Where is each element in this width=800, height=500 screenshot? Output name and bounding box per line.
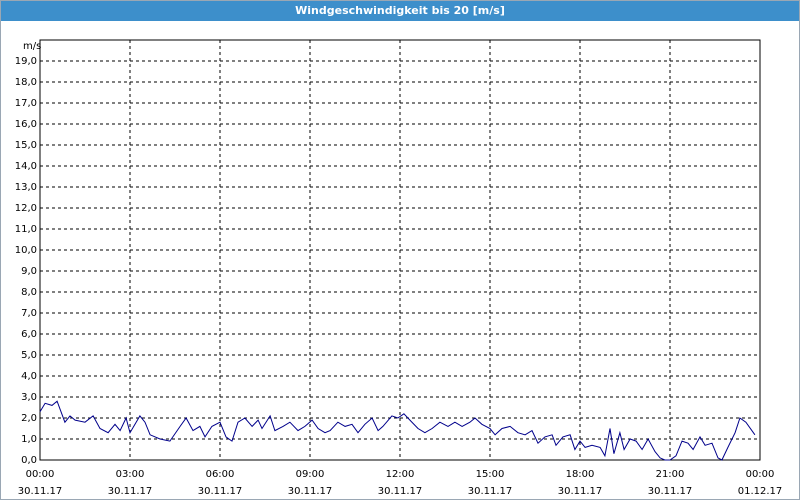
y-tick-label: 14,0 xyxy=(15,161,37,172)
y-tick-label: 3,0 xyxy=(21,392,37,403)
x-tick-label: 03:00 xyxy=(116,469,145,480)
y-tick-label: 16,0 xyxy=(15,119,37,130)
x-tick-date: 30.11.17 xyxy=(558,486,603,497)
y-tick-label: 19,0 xyxy=(15,56,37,67)
x-tick-date: 30.11.17 xyxy=(108,486,153,497)
y-tick-label: 12,0 xyxy=(15,203,37,214)
y-tick-label: 7,0 xyxy=(21,308,37,319)
x-tick-label: 21:00 xyxy=(656,469,685,480)
x-tick-label: 15:00 xyxy=(476,469,505,480)
x-tick-date: 30.11.17 xyxy=(18,486,63,497)
x-tick-label: 00:00 xyxy=(26,469,55,480)
y-tick-label: 6,0 xyxy=(21,329,37,340)
x-tick-date: 30.11.17 xyxy=(648,486,693,497)
y-tick-label: 17,0 xyxy=(15,98,37,109)
y-tick-label: 18,0 xyxy=(15,77,37,88)
x-tick-date: 30.11.17 xyxy=(198,486,243,497)
x-tick-label: 12:00 xyxy=(386,469,415,480)
plot-frame xyxy=(39,39,761,461)
x-tick-label: 00:00 xyxy=(746,469,775,480)
x-tick-label: 18:00 xyxy=(566,469,595,480)
x-tick-date: 30.11.17 xyxy=(288,486,333,497)
x-tick-date: 01.12.17 xyxy=(738,486,783,497)
title-bar: Windgeschwindigkeit bis 20 [m/s] xyxy=(1,1,799,21)
y-tick-label: 5,0 xyxy=(21,350,37,361)
y-tick-label: 10,0 xyxy=(15,245,37,256)
y-tick-label: 8,0 xyxy=(21,287,37,298)
x-tick-label: 06:00 xyxy=(206,469,235,480)
data-line xyxy=(39,400,756,461)
x-tick-date: 30.11.17 xyxy=(378,486,423,497)
y-tick-label: 11,0 xyxy=(15,224,37,235)
y-tick-label: 1,0 xyxy=(21,434,37,445)
x-tick-date: 30.11.17 xyxy=(468,486,513,497)
y-tick-label: 2,0 xyxy=(21,413,37,424)
y-tick-label: 4,0 xyxy=(21,371,37,382)
y-axis-label: m/s xyxy=(23,41,41,52)
x-tick-label: 09:00 xyxy=(296,469,325,480)
y-tick-label: 15,0 xyxy=(15,140,37,151)
y-tick-label: 9,0 xyxy=(21,266,37,277)
y-tick-label: 13,0 xyxy=(15,182,37,193)
y-tick-label: 0,0 xyxy=(21,455,37,466)
